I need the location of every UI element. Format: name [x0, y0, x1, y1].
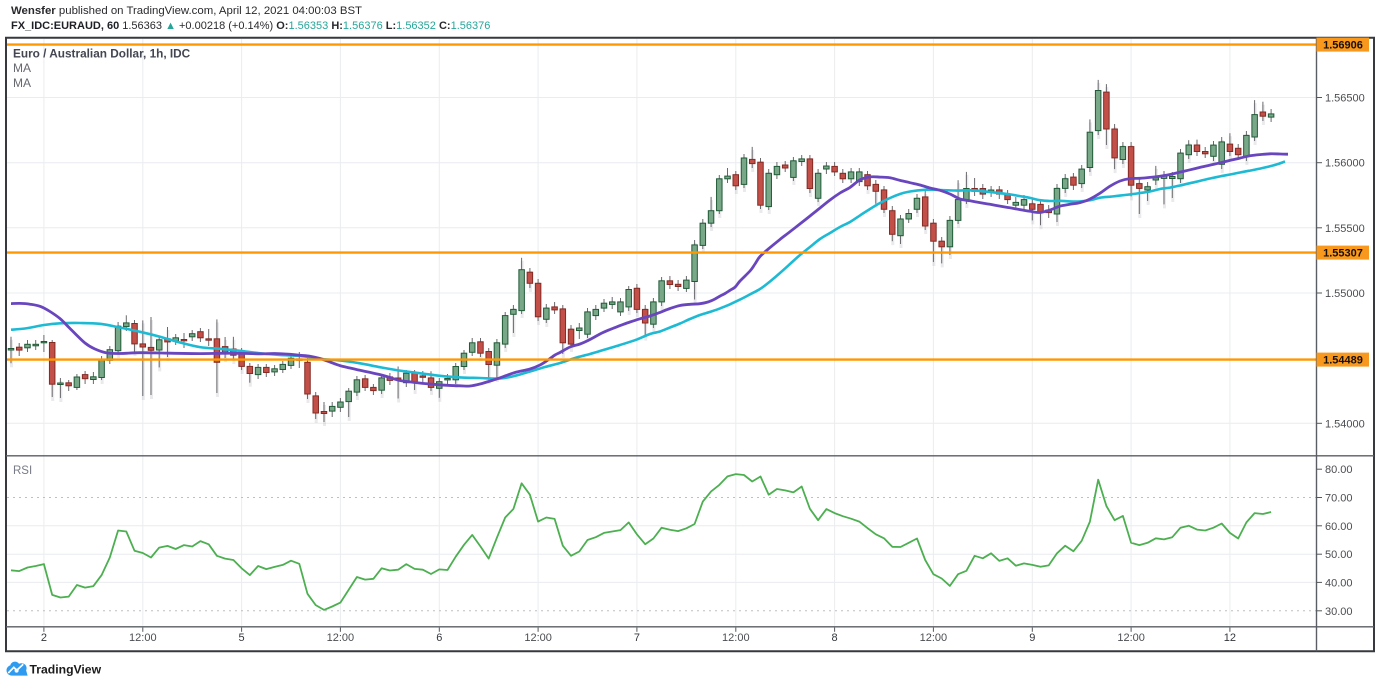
svg-text:12:00: 12:00: [920, 632, 948, 644]
svg-text:12:00: 12:00: [129, 632, 157, 644]
svg-text:50.00: 50.00: [1325, 549, 1353, 561]
svg-text:1.54000: 1.54000: [1325, 418, 1365, 430]
svg-text:TradingView: TradingView: [30, 663, 102, 677]
svg-text:1.55307: 1.55307: [1323, 248, 1363, 260]
svg-text:1.55000: 1.55000: [1325, 288, 1365, 300]
svg-text:12:00: 12:00: [1117, 632, 1145, 644]
svg-text:Euro / Australian Dollar, 1h,: Euro / Australian Dollar, 1h, IDC: [13, 47, 191, 61]
svg-text:12: 12: [1224, 632, 1236, 644]
svg-text:6: 6: [436, 632, 442, 644]
svg-text:RSI: RSI: [13, 465, 32, 477]
svg-text:8: 8: [832, 632, 838, 644]
svg-text:1.55500: 1.55500: [1325, 223, 1365, 235]
svg-text:12:00: 12:00: [722, 632, 750, 644]
svg-text:5: 5: [239, 632, 245, 644]
svg-text:80.00: 80.00: [1325, 464, 1353, 476]
svg-text:1.56000: 1.56000: [1325, 158, 1365, 170]
svg-text:MA: MA: [13, 61, 31, 75]
svg-text:9: 9: [1029, 632, 1035, 644]
svg-text:1.56500: 1.56500: [1325, 93, 1365, 105]
svg-text:2: 2: [41, 632, 47, 644]
svg-text:7: 7: [634, 632, 640, 644]
svg-text:1.56906: 1.56906: [1323, 40, 1363, 52]
svg-text:70.00: 70.00: [1325, 493, 1353, 505]
svg-text:12:00: 12:00: [327, 632, 355, 644]
svg-text:60.00: 60.00: [1325, 521, 1353, 533]
svg-text:40.00: 40.00: [1325, 577, 1353, 589]
svg-text:MA: MA: [13, 76, 31, 90]
svg-text:12:00: 12:00: [524, 632, 552, 644]
svg-text:30.00: 30.00: [1325, 606, 1353, 618]
svg-text:1.54489: 1.54489: [1323, 355, 1363, 367]
